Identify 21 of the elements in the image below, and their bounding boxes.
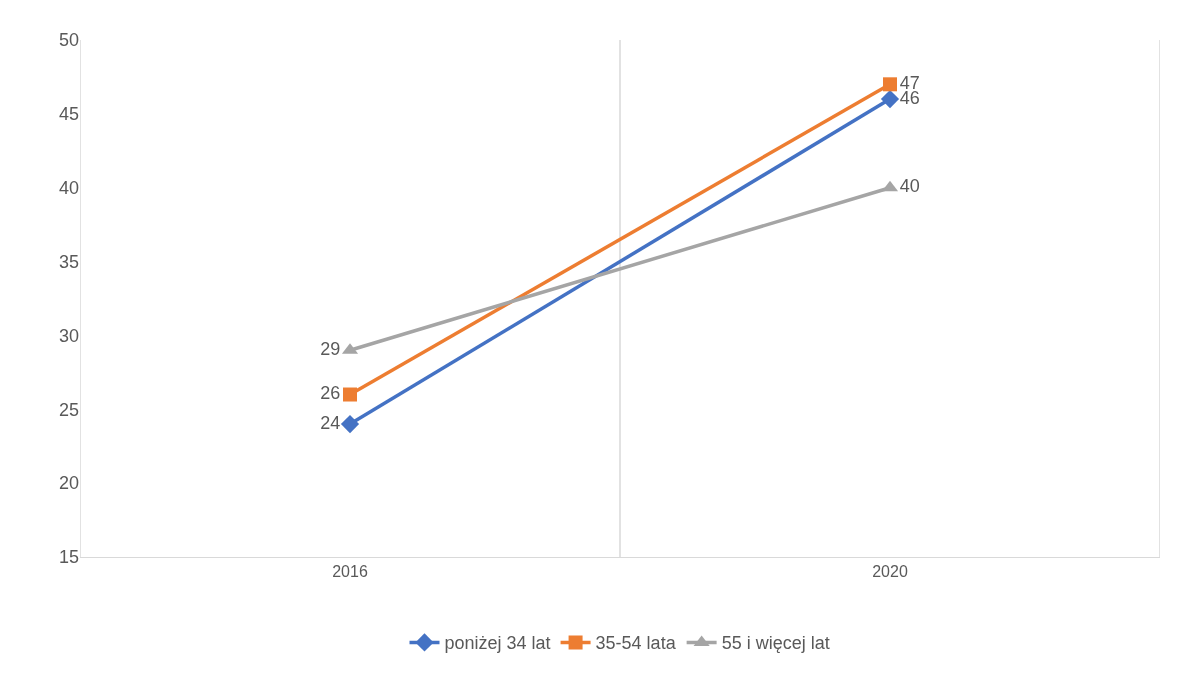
data-label: 24 [320, 412, 341, 433]
y-tick-label: 20 [58, 473, 79, 494]
y-tick-label: 40 [58, 178, 79, 199]
y-tick-label: 50 [58, 30, 79, 51]
point [343, 387, 357, 402]
y-tick-label: 25 [58, 399, 79, 420]
x-tick-label: 2016 [332, 563, 368, 581]
legend-label: 35-54 lata [595, 633, 677, 654]
data-label: 26 [320, 383, 341, 404]
y-tick-label: 30 [58, 325, 79, 346]
legend-label: poniżej 34 lat [444, 633, 551, 654]
point [883, 77, 897, 92]
y-tick-label: 35 [58, 251, 79, 272]
data-label: 40 [899, 176, 920, 197]
point [880, 89, 900, 109]
y-tick-label: 45 [58, 104, 79, 125]
x-tick-label: 2020 [872, 563, 908, 581]
legend-label: 55 i więcej lat [721, 633, 830, 654]
data-label: 29 [320, 338, 341, 359]
point [340, 414, 360, 434]
y-tick-label: 15 [58, 547, 79, 568]
